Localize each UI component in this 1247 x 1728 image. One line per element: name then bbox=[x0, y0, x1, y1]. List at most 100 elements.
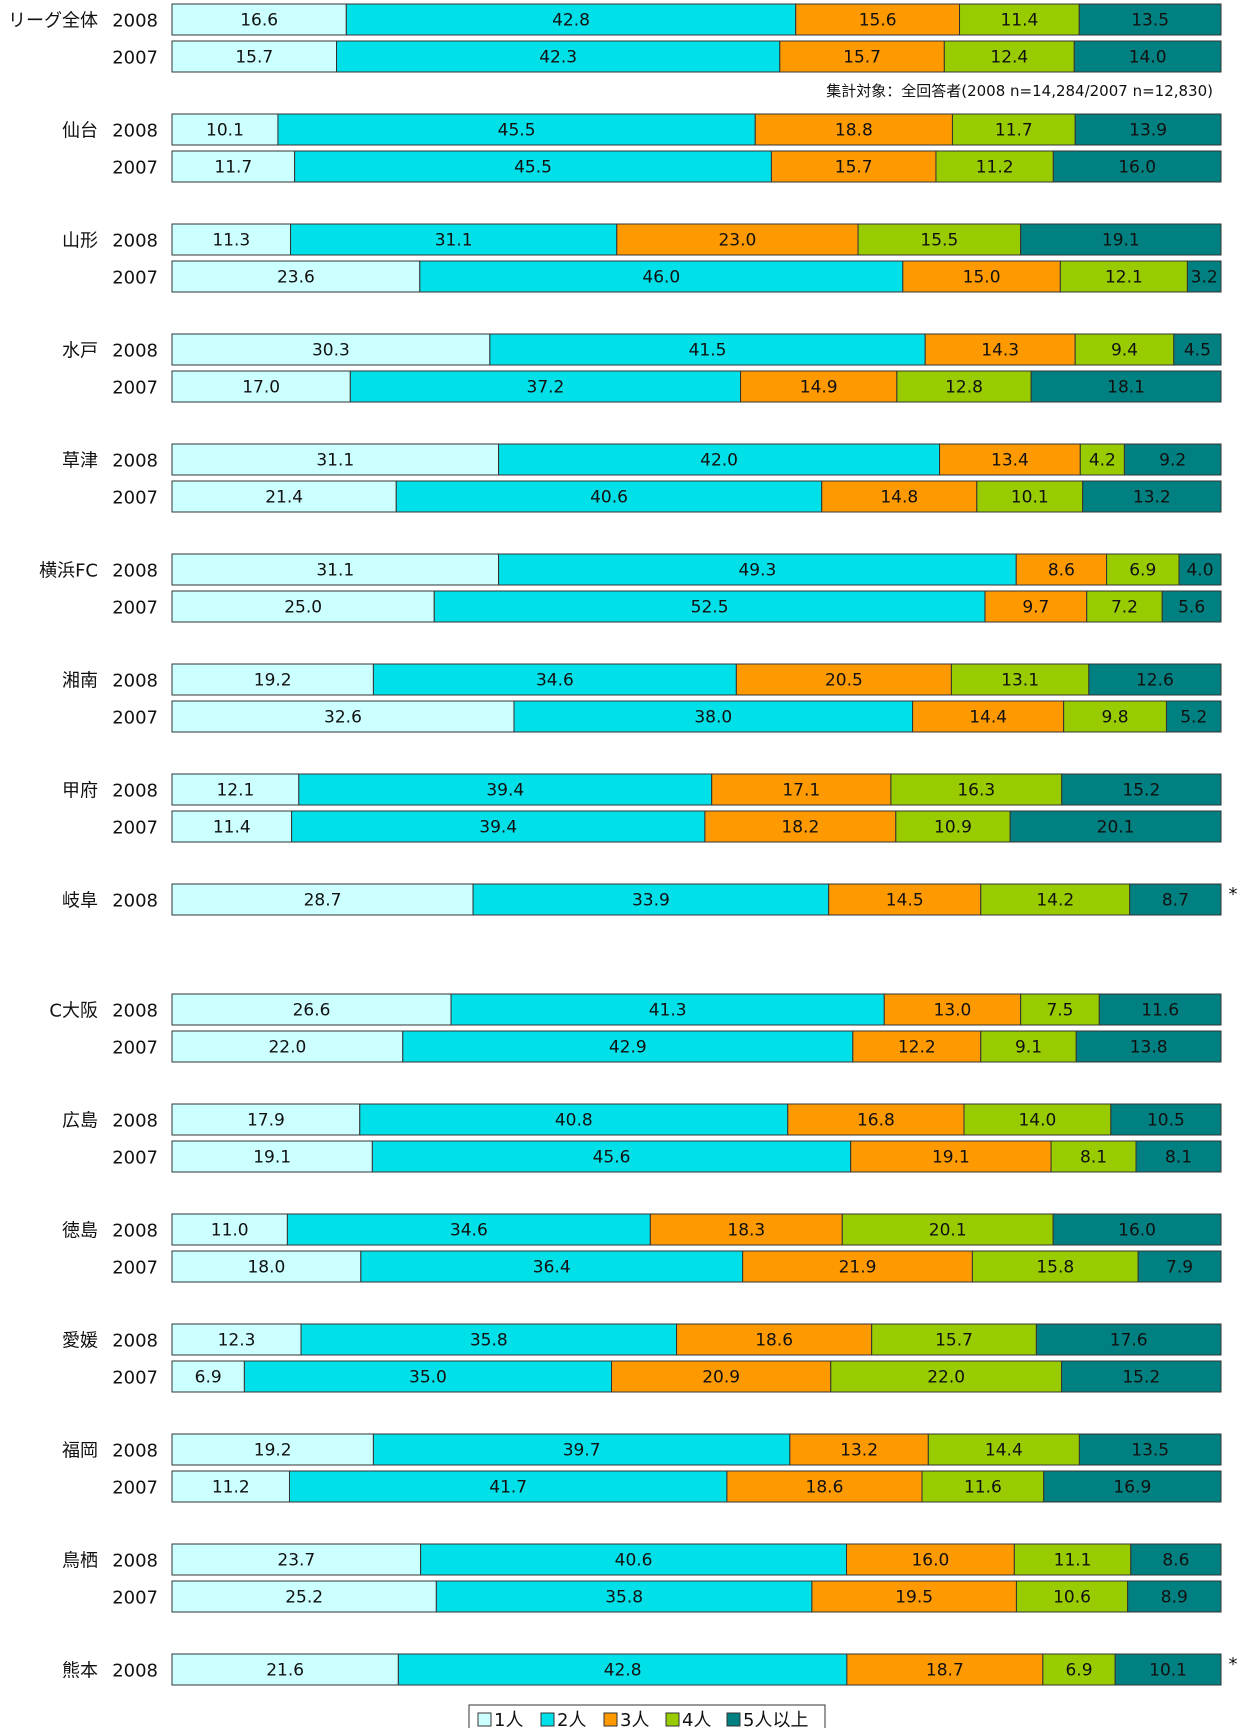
bar-segment bbox=[1088, 663, 1222, 696]
bar-segment bbox=[1063, 700, 1167, 733]
group-label: 岐阜 bbox=[62, 891, 98, 912]
bar-segment bbox=[1123, 443, 1222, 476]
year-label: 2008 bbox=[112, 1221, 158, 1242]
bar-segment bbox=[345, 3, 797, 36]
data-label: 4.0 bbox=[1186, 561, 1213, 581]
data-label: 8.9 bbox=[1161, 1588, 1188, 1608]
bar-segment bbox=[830, 1360, 1063, 1393]
data-label: 13.1 bbox=[1001, 671, 1039, 691]
data-label: 42.8 bbox=[552, 11, 590, 31]
data-label: 18.3 bbox=[727, 1221, 765, 1241]
year-label: 2008 bbox=[112, 1551, 158, 1572]
bar-segment bbox=[951, 113, 1076, 146]
asterisk-mark: * bbox=[1229, 884, 1238, 905]
data-label: 15.7 bbox=[235, 48, 273, 68]
data-label: 45.5 bbox=[514, 158, 552, 178]
data-label: 18.6 bbox=[755, 1331, 793, 1351]
data-label: 19.1 bbox=[1102, 231, 1140, 251]
bar-segment bbox=[513, 700, 914, 733]
bar-segment bbox=[433, 590, 986, 623]
data-label: 23.0 bbox=[718, 231, 756, 251]
year-label: 2007 bbox=[112, 1148, 158, 1169]
year-label: 2007 bbox=[112, 378, 158, 399]
bar-segment bbox=[963, 1103, 1112, 1136]
bar-segment bbox=[243, 1360, 613, 1393]
bar-segment bbox=[1013, 1543, 1132, 1576]
note-text: 集計対象：全回答者(2008 n=14,284/2007 n=12,830) bbox=[826, 82, 1213, 100]
bar-segment bbox=[288, 1470, 728, 1503]
data-label: 17.0 bbox=[242, 378, 280, 398]
data-label: 39.4 bbox=[479, 818, 517, 838]
bar-segment bbox=[902, 260, 1061, 293]
data-label: 23.6 bbox=[277, 268, 315, 288]
bar-segment bbox=[1086, 590, 1163, 623]
year-label: 2007 bbox=[112, 598, 158, 619]
bar-segment bbox=[171, 443, 500, 476]
bar-segment bbox=[171, 40, 338, 73]
bar-segment bbox=[939, 443, 1081, 476]
bar-segment bbox=[450, 993, 885, 1026]
data-label: 5.2 bbox=[1180, 708, 1207, 728]
bar-segment bbox=[1165, 700, 1222, 733]
year-label: 2007 bbox=[112, 1038, 158, 1059]
data-label: 21.6 bbox=[266, 1661, 304, 1681]
data-label: 11.2 bbox=[976, 158, 1014, 178]
bar-segment bbox=[1030, 370, 1222, 403]
data-label: 19.2 bbox=[254, 1441, 292, 1461]
group-label: 草津 bbox=[62, 451, 98, 472]
year-label: 2008 bbox=[112, 891, 158, 912]
data-label: 8.6 bbox=[1162, 1551, 1189, 1571]
data-label: 12.8 bbox=[945, 378, 983, 398]
year-label: 2007 bbox=[112, 488, 158, 509]
data-label: 52.5 bbox=[691, 598, 729, 618]
bar-segment bbox=[1074, 333, 1175, 366]
bar-segment bbox=[611, 1360, 832, 1393]
data-label: 14.8 bbox=[880, 488, 918, 508]
data-label: 38.0 bbox=[694, 708, 732, 728]
bar-segment bbox=[1073, 40, 1222, 73]
data-label: 41.7 bbox=[489, 1478, 527, 1498]
bar-segment bbox=[435, 1580, 813, 1613]
bar-segment bbox=[795, 3, 961, 36]
data-label: 13.8 bbox=[1130, 1038, 1168, 1058]
bar-segment bbox=[360, 1250, 744, 1283]
bar-segment bbox=[171, 883, 474, 916]
year-label: 2008 bbox=[112, 451, 158, 472]
data-label: 18.8 bbox=[835, 121, 873, 141]
bar-segment bbox=[850, 1140, 1052, 1173]
data-label: 8.6 bbox=[1048, 561, 1075, 581]
bar-segment bbox=[395, 480, 823, 513]
bar-segment bbox=[419, 260, 904, 293]
data-label: 20.5 bbox=[825, 671, 863, 691]
data-label: 41.3 bbox=[649, 1001, 687, 1021]
bar-segment bbox=[171, 333, 491, 366]
data-label: 18.6 bbox=[806, 1478, 844, 1498]
bar-segment bbox=[676, 1323, 873, 1356]
bar-segment bbox=[402, 1030, 854, 1063]
bar-segment bbox=[754, 113, 953, 146]
data-label: 14.0 bbox=[1129, 48, 1167, 68]
data-label: 12.1 bbox=[216, 781, 254, 801]
data-label: 40.6 bbox=[590, 488, 628, 508]
data-label: 31.1 bbox=[316, 561, 354, 581]
data-label: 34.6 bbox=[450, 1221, 488, 1241]
group-label: 山形 bbox=[62, 231, 98, 252]
year-label: 2007 bbox=[112, 268, 158, 289]
year-label: 2008 bbox=[112, 671, 158, 692]
bar-segment bbox=[1161, 590, 1222, 623]
data-label: 16.3 bbox=[957, 781, 995, 801]
data-label: 6.9 bbox=[1129, 561, 1156, 581]
data-label: 21.9 bbox=[839, 1258, 877, 1278]
bar-segment bbox=[171, 1433, 374, 1466]
data-label: 11.6 bbox=[964, 1478, 1002, 1498]
data-label: 10.1 bbox=[206, 121, 244, 141]
bar-segment bbox=[171, 553, 500, 586]
bar-segment bbox=[976, 480, 1084, 513]
data-label: 17.6 bbox=[1110, 1331, 1148, 1351]
data-label: 10.1 bbox=[1011, 488, 1049, 508]
legend-label: 3人 bbox=[620, 1710, 649, 1728]
bar-segment bbox=[943, 40, 1075, 73]
data-label: 16.6 bbox=[240, 11, 278, 31]
group-label: 甲府 bbox=[62, 781, 98, 802]
bar-segment bbox=[336, 40, 781, 73]
